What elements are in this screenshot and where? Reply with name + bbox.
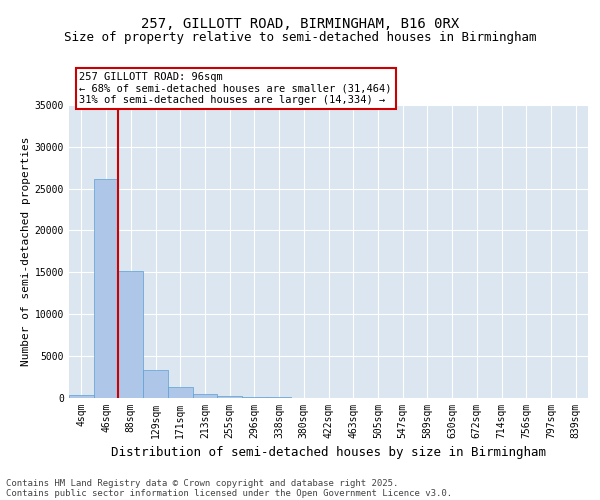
Bar	[143, 370, 168, 398]
Y-axis label: Number of semi-detached properties: Number of semi-detached properties	[20, 136, 31, 366]
Text: 257 GILLOTT ROAD: 96sqm
← 68% of semi-detached houses are smaller (31,464)
31% o: 257 GILLOTT ROAD: 96sqm ← 68% of semi-de…	[79, 72, 392, 105]
Text: 257, GILLOTT ROAD, BIRMINGHAM, B16 0RX: 257, GILLOTT ROAD, BIRMINGHAM, B16 0RX	[141, 18, 459, 32]
X-axis label: Distribution of semi-detached houses by size in Birmingham: Distribution of semi-detached houses by …	[111, 446, 546, 459]
Text: Size of property relative to semi-detached houses in Birmingham: Size of property relative to semi-detach…	[64, 31, 536, 44]
Text: Contains public sector information licensed under the Open Government Licence v3: Contains public sector information licen…	[6, 488, 452, 498]
Bar	[69, 394, 94, 398]
Bar	[242, 397, 267, 398]
Bar	[118, 272, 143, 398]
Bar	[168, 388, 193, 398]
Bar	[193, 394, 217, 398]
Bar	[94, 180, 118, 398]
Bar	[217, 396, 242, 398]
Text: Contains HM Land Registry data © Crown copyright and database right 2025.: Contains HM Land Registry data © Crown c…	[6, 478, 398, 488]
